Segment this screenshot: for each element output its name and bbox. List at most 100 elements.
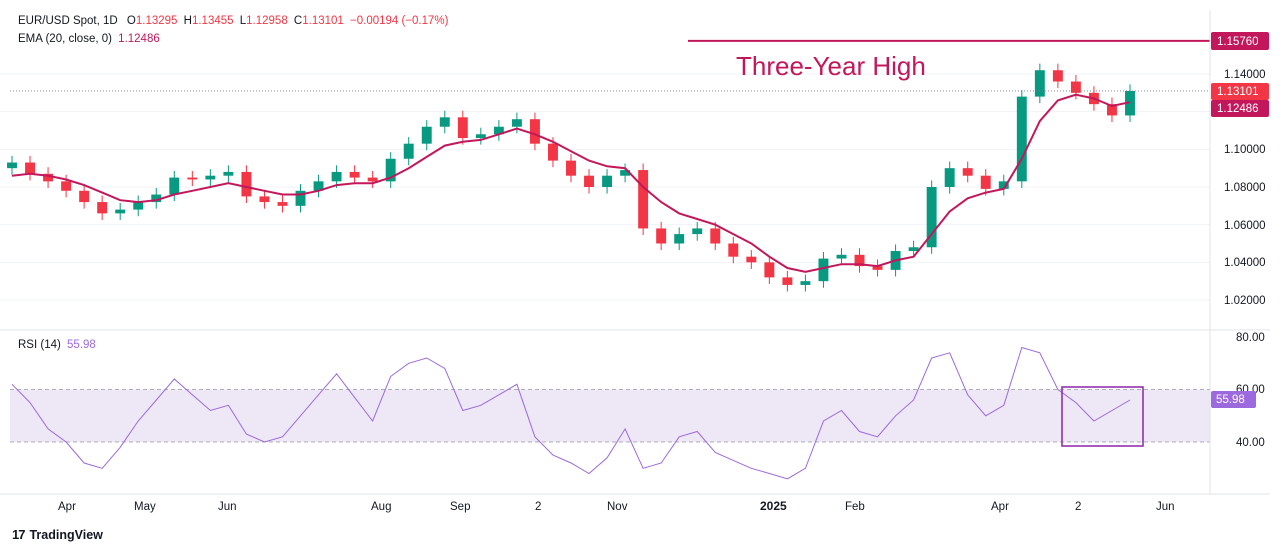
candle: [944, 161, 955, 194]
candle: [800, 274, 811, 292]
candle: [367, 170, 378, 188]
price-tick: 1.04000: [1224, 257, 1266, 269]
time-label: 2: [535, 501, 541, 513]
candle: [7, 155, 17, 175]
candle: [457, 110, 468, 145]
candle: [854, 248, 865, 273]
candle: [205, 169, 216, 187]
candle: [115, 203, 126, 220]
candle: [818, 251, 829, 288]
candle: [1034, 63, 1045, 104]
tradingview-brand-name: TradingView: [29, 527, 103, 542]
low-value: 1.12958: [246, 15, 288, 27]
time-label: May: [134, 501, 156, 513]
candle: [998, 174, 1009, 196]
candle: [313, 174, 324, 198]
three-year-high-annotation: Three-Year High: [736, 51, 926, 81]
ema-legend-value: 1.12486: [118, 33, 160, 45]
candle: [475, 127, 486, 145]
candle: [1107, 97, 1117, 123]
chart-grid: [0, 73, 1210, 301]
tradingview-logo[interactable]: 17 TradingView: [12, 527, 103, 542]
rsi-tick: 80.00: [1236, 332, 1265, 344]
candle: [25, 155, 35, 181]
ema-legend: EMA (20, close, 0) 1.12486: [18, 33, 160, 45]
candle: [223, 165, 234, 183]
candle: [908, 240, 919, 258]
candle: [79, 184, 90, 209]
price-label-high: 1.15760: [1211, 32, 1269, 50]
price-axis: 1.14000 1.10000 1.08000 1.06000 1.04000 …: [1224, 69, 1266, 307]
candle: [169, 170, 180, 202]
rsi-line: [11, 346, 1131, 480]
ema-line: [11, 93, 1131, 273]
rsi-legend-label[interactable]: RSI (14): [18, 339, 61, 351]
high-label: H: [183, 15, 192, 27]
candle: [656, 221, 667, 251]
ohlc-legend: EUR/USD Spot, 1D O1.13295 H1.13455 L1.12…: [18, 15, 448, 27]
time-label: Apr: [991, 501, 1009, 513]
time-label: Jun: [218, 501, 237, 513]
candle: [97, 195, 108, 220]
candle: [1016, 90, 1027, 188]
time-label: Nov: [607, 501, 628, 513]
candle: [566, 154, 576, 183]
low-label: L: [239, 15, 247, 27]
candle: [43, 167, 54, 188]
candle: [403, 137, 414, 166]
candle: [638, 163, 649, 236]
time-label: 2: [1075, 501, 1081, 513]
candle: [926, 180, 937, 254]
time-axis: Apr May Jun Aug Sep 2 Nov 2025 Feb Apr 2…: [58, 499, 1175, 513]
candle: [746, 250, 757, 269]
candle: [674, 227, 685, 251]
open-value: 1.13295: [135, 15, 178, 27]
candle: [529, 112, 540, 151]
candle: [133, 195, 144, 217]
rsi-highlight-box: [1061, 386, 1144, 447]
candle: [259, 189, 270, 209]
rsi-axis: 80.00 60.00 40.00: [1236, 332, 1265, 449]
rsi-value-label: 55.98: [1211, 391, 1256, 408]
rsi-band: [10, 389, 1210, 443]
candle: [602, 169, 613, 194]
time-label: Jun: [1156, 501, 1175, 513]
candlestick-series: [7, 63, 1135, 292]
candle: [295, 184, 306, 213]
candle: [385, 152, 396, 188]
close-label: C: [293, 15, 303, 27]
symbol-title[interactable]: EUR/USD Spot, 1D: [18, 15, 118, 27]
candle: [1052, 63, 1063, 89]
price-tick: 1.08000: [1224, 182, 1266, 194]
rsi-tick: 40.00: [1236, 437, 1265, 449]
candle: [692, 221, 703, 241]
tradingview-logo-icon: 17: [12, 527, 26, 542]
rsi-legend: RSI (14) 55.98: [18, 339, 96, 351]
candle: [277, 195, 288, 213]
open-label: O: [126, 15, 136, 27]
candle: [836, 248, 847, 266]
time-label: Feb: [845, 501, 865, 513]
candle: [349, 165, 360, 185]
candle: [980, 169, 991, 196]
time-label: 2025: [760, 499, 787, 513]
candle: [493, 120, 504, 141]
candle: [710, 221, 721, 251]
svg-text:1.15760: 1.15760: [1217, 36, 1259, 48]
price-tick: 1.14000: [1224, 69, 1266, 81]
price-label-last: 1.13101: [1211, 83, 1269, 100]
candle: [728, 236, 739, 264]
price-tick: 1.06000: [1224, 220, 1266, 232]
time-label: Sep: [450, 501, 470, 513]
candle: [584, 169, 594, 194]
candle: [511, 112, 522, 134]
svg-text:1.13101: 1.13101: [1217, 86, 1259, 98]
candle: [439, 110, 450, 134]
price-tick: 1.10000: [1224, 144, 1266, 156]
change-value: −0.00194 (−0.17%): [350, 15, 449, 27]
price-label-ema: 1.12486: [1211, 100, 1269, 117]
svg-text:1.12486: 1.12486: [1217, 103, 1259, 115]
ema-legend-label[interactable]: EMA (20, close, 0): [18, 33, 112, 45]
svg-text:55.98: 55.98: [1216, 394, 1245, 406]
